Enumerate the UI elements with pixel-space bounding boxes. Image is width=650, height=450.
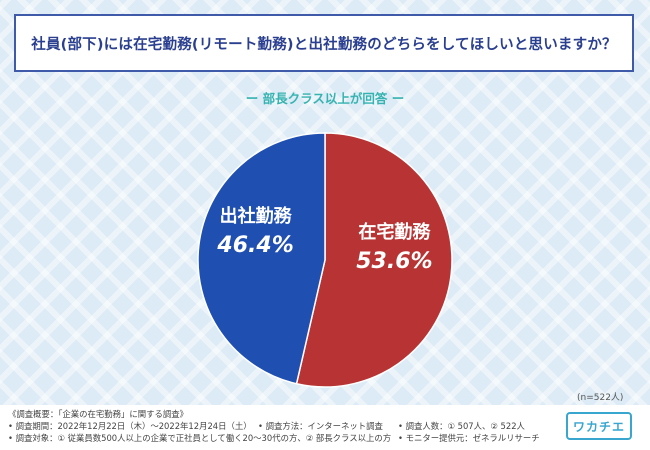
slice-label-2: 出社勤務 — [220, 205, 293, 227]
survey-method: • 調査方法：インターネット調査 — [258, 421, 383, 431]
pie-chart: 在宅勤務 53.6% 出社勤務 46.4% — [197, 132, 453, 388]
brand-logo: ワカチエ — [566, 412, 632, 440]
survey-target: • 調査対象：① 従業員数500人以上の企業で正社員として働く20〜30代の方、… — [8, 433, 392, 443]
chart-title: 社員(部下)には在宅勤務(リモート勤務)と出社勤務のどちらをしてほしいと思います… — [31, 36, 617, 53]
pie-slice-1 — [295, 132, 453, 388]
pie-slice-2 — [197, 132, 326, 385]
slice-value-1: 53.6% — [356, 249, 432, 274]
slice-label-1: 在宅勤務 — [358, 221, 431, 243]
survey-overview: 《調査概要：「企業の在宅勤務」に関する調査》 — [8, 409, 189, 419]
chart-subtitle: ー 部長クラス以上が回答 ー — [245, 91, 405, 106]
survey-count: • 調査人数：① 507人、② 522人 — [398, 421, 525, 431]
survey-period: • 調査期間：2022年12月22日（木）〜2022年12月24日（土） — [8, 421, 252, 431]
footer: 《調査概要：「企業の在宅勤務」に関する調査》 • 調査期間：2022年12月22… — [0, 405, 650, 450]
slice-value-2: 46.4% — [216, 233, 293, 258]
sample-size-note: (n=522人) — [577, 393, 624, 403]
title-box: 社員(部下)には在宅勤務(リモート勤務)と出社勤務のどちらをしてほしいと思います… — [14, 14, 634, 72]
monitor-provider: • モニター提供元：ゼネラルリサーチ — [398, 433, 540, 443]
